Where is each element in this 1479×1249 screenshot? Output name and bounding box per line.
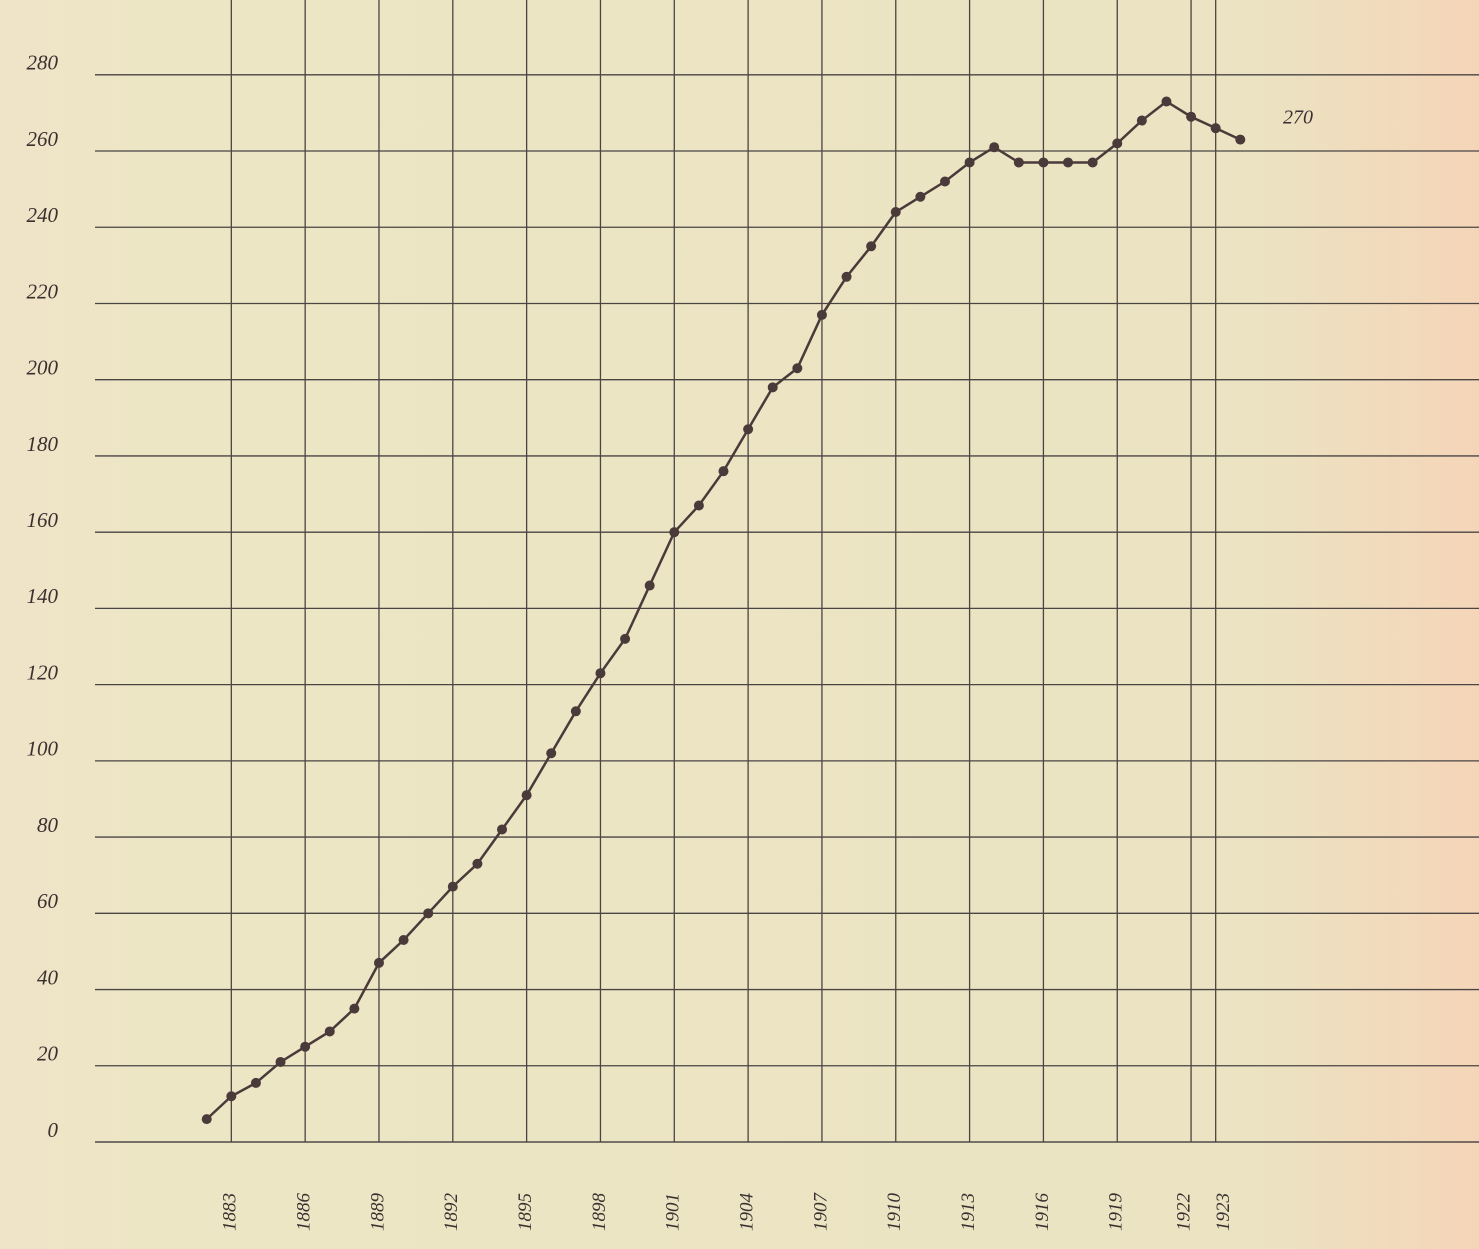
data-point	[546, 748, 557, 759]
data-point	[964, 157, 975, 168]
data-point	[1210, 123, 1221, 134]
data-point	[1087, 157, 1098, 168]
y-tick-label: 240	[27, 203, 59, 227]
data-point	[497, 824, 508, 835]
y-tick-label: 180	[27, 432, 59, 456]
data-point	[570, 706, 581, 717]
y-tick-label: 0	[48, 1118, 59, 1142]
y-tick-label: 260	[27, 127, 59, 151]
y-tick-label: 40	[37, 965, 59, 989]
data-point	[915, 191, 926, 202]
x-tick-label: 1889	[367, 1193, 388, 1232]
data-point	[300, 1041, 311, 1052]
data-point	[816, 309, 827, 320]
data-point	[226, 1091, 237, 1102]
data-point	[201, 1114, 212, 1125]
data-point	[989, 142, 1000, 153]
data-point	[1186, 111, 1197, 122]
data-point	[669, 527, 680, 538]
data-point	[1161, 96, 1172, 107]
x-tick-label: 1895	[515, 1193, 536, 1231]
data-point	[890, 207, 901, 218]
data-point	[1136, 115, 1147, 126]
data-point	[1038, 157, 1049, 168]
data-point	[250, 1077, 261, 1088]
x-tick-label: 1883	[220, 1193, 241, 1231]
data-point	[767, 382, 778, 393]
y-tick-label: 220	[27, 279, 59, 303]
y-tick-label: 160	[27, 508, 59, 532]
data-point	[349, 1003, 360, 1014]
data-point	[275, 1056, 286, 1067]
data-point	[792, 363, 803, 374]
y-tick-label: 80	[37, 813, 59, 837]
data-point	[866, 241, 877, 252]
y-tick-label: 60	[37, 889, 59, 913]
x-tick-label: 1910	[884, 1193, 905, 1232]
data-point	[447, 881, 458, 892]
y-tick-label: 140	[27, 584, 59, 608]
annotation: 270	[1283, 107, 1313, 129]
x-tick-label: 1898	[589, 1193, 610, 1232]
y-tick-label: 20	[37, 1042, 59, 1066]
data-point	[521, 790, 532, 801]
data-point	[693, 500, 704, 511]
x-tick-label: 1923	[1213, 1193, 1234, 1231]
x-tick-label: 1901	[663, 1193, 684, 1231]
data-point	[841, 271, 852, 282]
data-point	[939, 176, 950, 187]
data-point	[472, 858, 483, 869]
data-point	[644, 580, 655, 591]
y-tick-label: 280	[27, 51, 59, 75]
x-tick-label: 1919	[1106, 1193, 1127, 1232]
data-point	[743, 424, 754, 435]
data-point	[1112, 138, 1123, 149]
x-tick-label: 1886	[294, 1193, 315, 1232]
data-point	[324, 1026, 335, 1037]
x-tick-label: 1913	[958, 1193, 979, 1231]
y-tick-label: 200	[27, 356, 59, 380]
y-tick-label: 120	[27, 660, 59, 684]
x-tick-label: 1892	[441, 1193, 462, 1232]
x-tick-label: 1904	[736, 1193, 757, 1232]
data-point	[398, 934, 409, 945]
data-point	[1235, 134, 1246, 145]
data-point	[1063, 157, 1074, 168]
x-tick-label: 1907	[810, 1192, 831, 1232]
data-point	[595, 668, 606, 679]
x-tick-label: 1922	[1173, 1193, 1194, 1232]
data-point	[423, 908, 434, 919]
data-point	[373, 957, 384, 968]
y-tick-label: 100	[27, 737, 59, 761]
x-tick-label: 1916	[1032, 1193, 1053, 1232]
data-point	[620, 633, 631, 644]
data-point	[1013, 157, 1024, 168]
data-point	[718, 466, 729, 477]
